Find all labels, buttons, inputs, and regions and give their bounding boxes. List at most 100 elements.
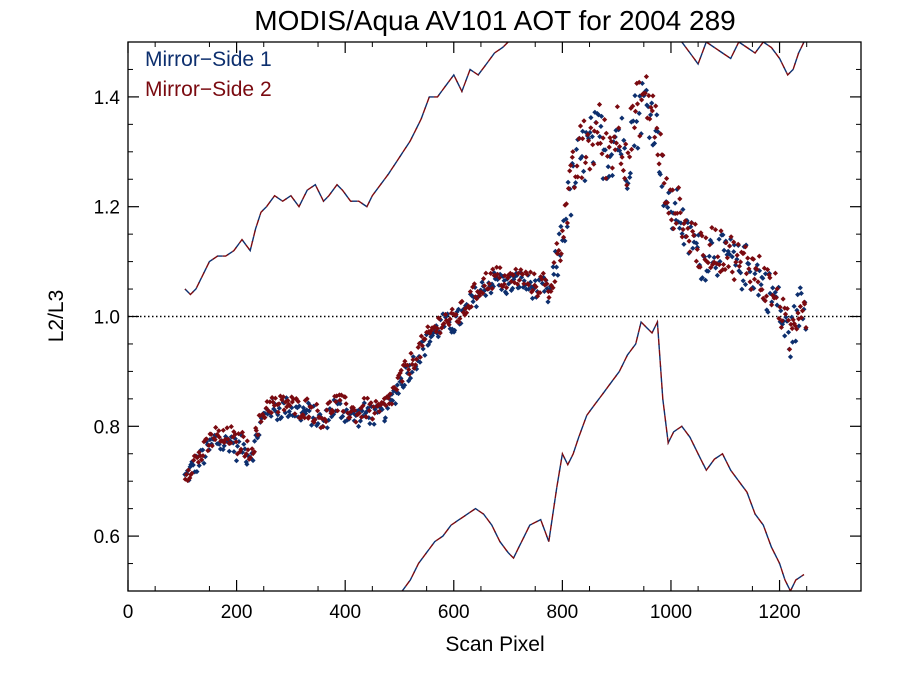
data-point [706, 253, 712, 259]
data-point [646, 135, 652, 141]
data-point [643, 87, 649, 93]
data-point [252, 438, 258, 444]
data-point [418, 339, 424, 345]
data-point [687, 249, 693, 255]
data-point [722, 266, 728, 273]
data-point [593, 120, 599, 126]
data-point [196, 449, 202, 455]
data-point [554, 240, 560, 247]
data-point [437, 330, 443, 336]
data-point [568, 212, 574, 218]
data-point [573, 180, 579, 186]
data-point [590, 142, 596, 148]
data-point [767, 290, 773, 296]
data-point [371, 421, 377, 427]
data-point [477, 293, 483, 299]
data-point [644, 115, 650, 121]
data-point [649, 108, 655, 114]
data-point [498, 282, 504, 288]
data-point [508, 287, 514, 293]
data-point [370, 416, 376, 422]
data-point [630, 118, 636, 124]
data-point [756, 253, 762, 259]
data-point [723, 240, 729, 246]
data-point [654, 112, 660, 118]
data-point [567, 168, 573, 174]
data-point [342, 419, 348, 425]
data-point [302, 397, 308, 403]
data-point [776, 315, 782, 322]
data-point [774, 286, 780, 292]
data-point [631, 143, 637, 149]
data-point [755, 292, 762, 298]
data-point [705, 260, 711, 266]
data-point [705, 268, 711, 274]
data-point [464, 310, 470, 316]
data-point [634, 101, 641, 107]
data-point [523, 269, 529, 275]
data-point [556, 231, 562, 237]
data-point [798, 290, 804, 296]
data-point [571, 185, 577, 191]
data-point [275, 409, 281, 415]
data-point [553, 264, 560, 270]
data-point [637, 133, 643, 139]
data-point [398, 367, 404, 373]
data-point [614, 104, 620, 110]
x-tick-label: 1000 [650, 602, 692, 623]
data-point [482, 287, 488, 293]
data-point [787, 354, 794, 360]
data-point [276, 401, 282, 407]
data-point [691, 232, 697, 239]
data-point [385, 395, 391, 401]
data-point [347, 414, 353, 420]
chart-title: MODIS/Aqua AV101 AOT for 2004 289 [254, 5, 735, 36]
data-point [415, 344, 421, 350]
x-tick-label: 200 [221, 602, 253, 623]
data-point [656, 161, 662, 167]
data-point [636, 79, 642, 85]
data-point [285, 414, 291, 420]
data-point [241, 441, 247, 447]
data-point [747, 269, 753, 275]
y-tick-label: 0.6 [94, 527, 120, 548]
data-point [364, 409, 370, 415]
data-point [456, 319, 462, 325]
data-point [262, 414, 268, 421]
data-point [333, 399, 339, 405]
data-point [797, 303, 803, 310]
data-point [253, 427, 259, 434]
data-point [642, 90, 648, 96]
data-point [320, 424, 326, 430]
data-point [490, 266, 496, 272]
data-point [677, 225, 683, 231]
data-point [647, 116, 653, 122]
data-point [622, 175, 628, 181]
data-point [315, 408, 321, 414]
data-point [422, 336, 428, 342]
data-point [361, 395, 367, 401]
data-point [294, 405, 300, 411]
data-point [507, 270, 513, 276]
data-point [398, 375, 404, 381]
data-point [413, 356, 420, 362]
data-point [751, 285, 757, 291]
data-point [518, 267, 524, 273]
data-point [555, 272, 561, 278]
data-point [795, 292, 801, 298]
data-point [340, 408, 346, 414]
data-point [371, 404, 377, 410]
data-point [665, 204, 671, 211]
data-point [402, 358, 408, 364]
data-point [544, 281, 550, 287]
data-point [245, 447, 251, 453]
data-point [255, 432, 261, 438]
data-point [772, 289, 778, 295]
data-point [367, 401, 373, 407]
data-point [516, 284, 522, 290]
data-point [535, 293, 541, 299]
data-point [441, 324, 447, 330]
data-point [746, 261, 752, 267]
data-point [433, 329, 439, 335]
